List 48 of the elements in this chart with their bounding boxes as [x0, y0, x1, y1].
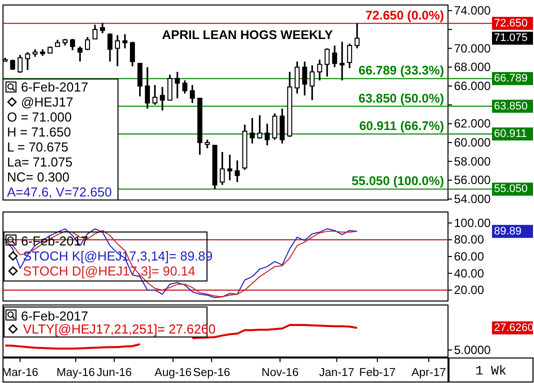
y-tick-label: 62.000	[454, 116, 492, 131]
y-tick-label: 58.000	[454, 154, 492, 168]
y-tick-label: 20.00	[454, 283, 484, 298]
text: APRIL LEAN HOGS WEEKLY	[162, 28, 334, 42]
annotation: O = 71.000	[7, 110, 72, 124]
text: 5.0000	[454, 343, 492, 357]
y-tick-label: 70.000	[454, 41, 492, 56]
annotation: 6-Feb-2017	[21, 80, 88, 94]
y-tick-label: 68.000	[454, 60, 492, 74]
annotation: 66.789	[494, 72, 528, 85]
annotation: A=47.6, V=72.650	[7, 184, 112, 200]
ref-line-label: 66.789 (33.3%)	[358, 64, 444, 78]
annotation: 55.050	[494, 183, 528, 196]
y-tick-label: 100.00	[454, 216, 492, 230]
annotation: NC= 0.300	[7, 170, 70, 184]
x-tick-label: Aug-16	[154, 367, 192, 379]
ref-line-label: 60.911 (66.7%)	[359, 118, 444, 133]
x-tick-label: Apr-17	[411, 367, 446, 379]
y-tick-label: 74.000	[454, 4, 492, 18]
y-tick-label: 80.00	[454, 232, 484, 247]
text: 6-Feb-2017	[21, 308, 88, 324]
x-tick-label: Nov-16	[262, 367, 299, 379]
annotation: 60.911	[494, 128, 527, 140]
x-axis-title: 1 Wk	[475, 364, 507, 378]
x-tick-label: May-16	[56, 367, 95, 379]
ref-line-label: 63.850 (50.0%)	[358, 91, 444, 106]
annotation: 63.850	[494, 100, 528, 112]
ref-line-label: 55.050 (100.0%)	[352, 174, 444, 188]
text: 71.075	[494, 32, 528, 44]
x-tick-label: Mar-16	[2, 367, 38, 379]
text: 27.6260	[494, 322, 534, 334]
text: 89.89	[494, 225, 522, 238]
y-tick-label: 40.00	[454, 266, 484, 280]
annotation: @HEJ17	[21, 94, 74, 110]
y-tick-label: 60.00	[454, 250, 484, 264]
y-tick-label: 60.000	[454, 136, 492, 150]
x-tick-label: Jun-16	[96, 367, 132, 379]
annotation: La= 71.075	[7, 154, 72, 170]
annotation: H = 71.650	[7, 124, 71, 140]
x-tick-label: Feb-17	[359, 367, 396, 379]
annotation: 72.650	[494, 17, 528, 30]
y-tick-label: 66.000	[454, 79, 492, 94]
x-tick-label: Jan-17	[319, 367, 354, 379]
y-tick-label: 56.000	[454, 173, 492, 188]
y-tick-label: 54.000	[454, 192, 492, 206]
ref-line-label: 72.650 (0.0%)	[365, 8, 444, 22]
x-tick-label: Sep-16	[193, 367, 230, 379]
annotation: L = 70.675	[7, 140, 68, 154]
